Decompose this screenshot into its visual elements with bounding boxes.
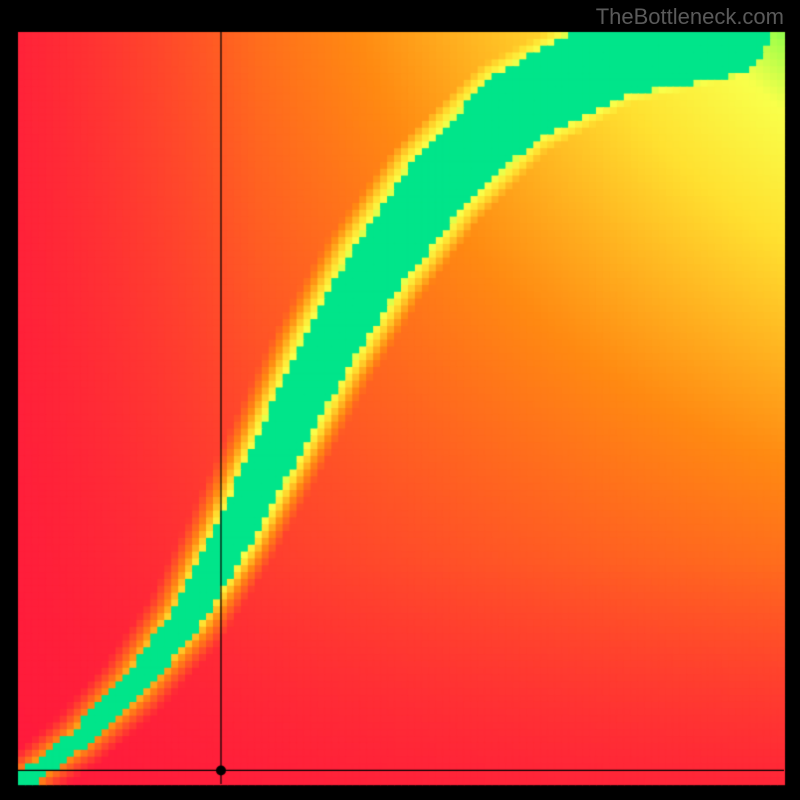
bottleneck-heatmap [0,0,800,800]
watermark-text: TheBottleneck.com [596,4,784,30]
